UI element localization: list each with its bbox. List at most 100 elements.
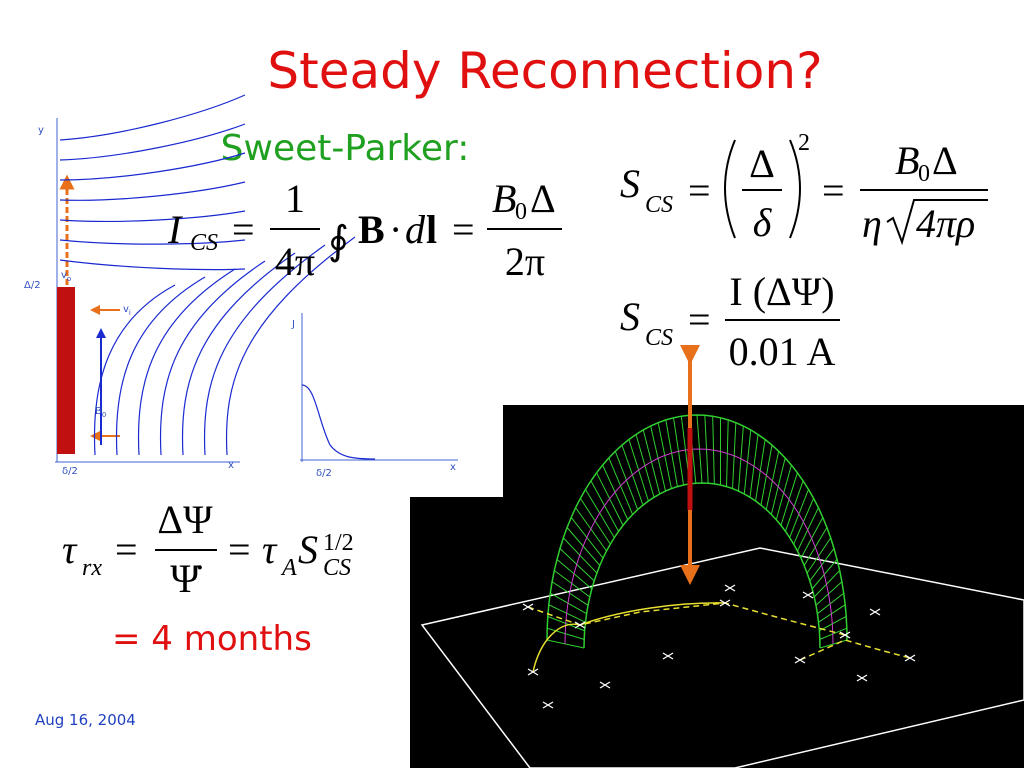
subscript: A (280, 555, 297, 581)
marker (527, 668, 539, 676)
rope-strand (813, 570, 841, 598)
rope-edge (583, 482, 821, 649)
label: 0 (102, 411, 106, 419)
marker (802, 591, 814, 599)
marker (724, 584, 736, 592)
axis-label: x (228, 460, 234, 471)
field-line (59, 210, 246, 222)
label: vi (123, 304, 131, 317)
field-line (59, 239, 246, 245)
paren (724, 139, 736, 239)
rope-strand (819, 639, 848, 649)
denominator: η (862, 201, 882, 246)
operator: = (115, 527, 138, 572)
subscript: CS (190, 230, 218, 256)
integral: ∮ (328, 218, 349, 263)
numerator: Δ (932, 138, 958, 183)
operator: = (232, 207, 255, 252)
footpoint-curve (527, 602, 846, 636)
superscript: 2 (798, 130, 810, 156)
subscript: 0 (515, 199, 527, 225)
denominator: Ψ̇ (170, 556, 203, 601)
equation-lundquist-current: S CS = I (ΔΨ) 0.01 A (620, 269, 840, 374)
axis-label: x (450, 462, 456, 473)
label: o (67, 275, 71, 283)
equation-current: I CS = 1 4π ∮ B · d l = B 0 Δ 2π (167, 176, 562, 284)
field-line (225, 236, 356, 456)
radical (886, 199, 988, 246)
numerator: I (ΔΨ) (729, 269, 834, 314)
symbol: τ (262, 527, 278, 572)
image-background (410, 405, 1024, 768)
denominator: 4π (275, 239, 315, 284)
marker (904, 654, 916, 662)
field-line (59, 94, 246, 141)
marker (794, 656, 806, 664)
marker (599, 681, 611, 689)
marker (522, 603, 534, 611)
rope-strand (819, 627, 847, 640)
denominator: 0.01 A (729, 329, 836, 374)
symbol: l (426, 207, 437, 252)
field-line (93, 284, 176, 456)
rope-strand (803, 527, 828, 566)
rope-strand (548, 604, 586, 623)
axis-label: y (38, 125, 44, 136)
symbol: S (620, 161, 640, 206)
axis-label: δ/2 (62, 466, 78, 477)
denominator: δ (753, 200, 773, 245)
label: B (95, 406, 102, 417)
rope-strand (547, 616, 585, 632)
subscript: CS (645, 325, 673, 351)
marker (869, 608, 881, 616)
current-sheet (57, 287, 75, 454)
field-line (115, 276, 206, 456)
date: Aug 16, 2004 (35, 711, 136, 729)
rope-strand (815, 581, 843, 606)
operator: = (452, 207, 475, 252)
subscript: CS (323, 555, 351, 581)
symbol: d (405, 207, 426, 252)
marker (856, 674, 868, 682)
footpoint-curve (799, 639, 911, 661)
numerator: Δ (530, 176, 556, 221)
result: = 4 months (112, 619, 312, 659)
base-plane (420, 547, 1024, 768)
marker (662, 652, 674, 660)
subtitle: Sweet-Parker: (221, 128, 470, 169)
subscript: 0 (918, 161, 930, 187)
label: v (61, 270, 67, 281)
operator: = (822, 168, 845, 213)
field-line (59, 181, 246, 201)
sweet-parker-diagram: y x Δ/2 δ/2 vo vi B0 J x δ/2 (24, 94, 458, 479)
label: i (129, 309, 131, 317)
symbol: I (167, 207, 183, 252)
operator: · (389, 207, 402, 252)
simulation-image (410, 345, 1024, 768)
numerator: Δ (749, 141, 775, 186)
field-line (59, 152, 246, 181)
operator: = (688, 168, 711, 213)
operator: = (688, 297, 711, 342)
subscript: CS (645, 192, 673, 218)
symbol: τ (62, 527, 78, 572)
axis-label: J (291, 319, 295, 330)
paren (789, 139, 801, 239)
label: vo (61, 270, 71, 283)
title: Steady Reconnection? (267, 42, 822, 100)
numerator: B (895, 138, 919, 183)
superscript: 1/2 (323, 530, 354, 556)
field-line (59, 259, 246, 271)
numerator: B (492, 176, 516, 221)
marker (542, 701, 554, 709)
denominator: 4πρ (916, 201, 975, 246)
symbol: S (298, 527, 318, 572)
subscript: rx (82, 555, 102, 581)
axis-label: δ/2 (316, 468, 332, 479)
label: B0 (95, 406, 106, 419)
marker (839, 631, 851, 639)
symbol: S (620, 294, 640, 339)
current-profile (301, 384, 376, 460)
equation-timescale: τ rx = ΔΨ Ψ̇ = τ A S CS 1/2 (62, 497, 354, 601)
